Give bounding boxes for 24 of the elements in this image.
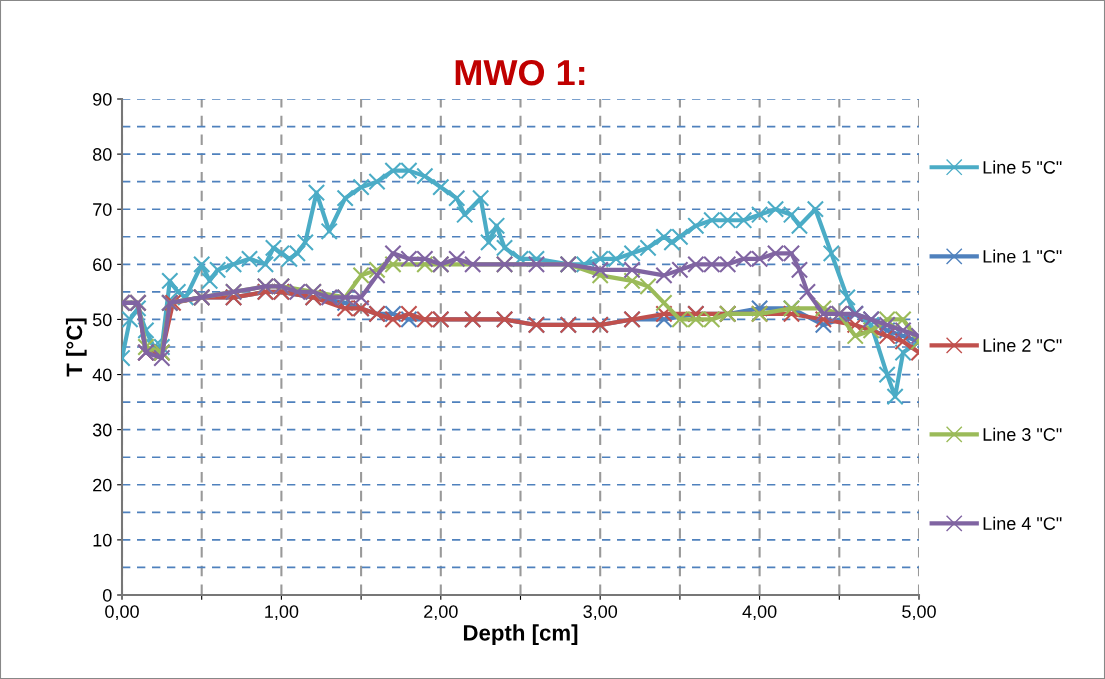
x-tick-label: 0,00 (105, 605, 139, 621)
legend-label: Line 1 "C" (983, 249, 1062, 263)
x-tick-label: 4,00 (742, 605, 777, 621)
legend-label: Line 4 "C" (983, 516, 1062, 530)
x-tick-label: 2,00 (424, 605, 458, 621)
legend-label: Line 5 "C" (983, 160, 1062, 174)
legend-label: Line 3 "C" (983, 427, 1062, 441)
y-tick-label: 40 (92, 368, 112, 382)
y-tick-label: 0 (102, 588, 112, 602)
y-tick-label: 70 (93, 203, 112, 216)
y-tick-label: 30 (92, 423, 112, 437)
legend-label: Line 2 "C" (983, 338, 1062, 352)
y-tick-label: 50 (92, 313, 112, 327)
y-tick-label: 20 (93, 478, 112, 492)
y-tick-label: 80 (92, 148, 112, 161)
y-tick-label: 60 (93, 258, 112, 272)
y-tick-label: 90 (93, 92, 112, 106)
x-tick-label: 3,00 (583, 605, 618, 621)
x-tick-label: 5,00 (902, 605, 936, 621)
chart-title: MWO 1: (455, 59, 585, 86)
x-tick-label: 1,00 (265, 605, 299, 621)
x-axis-title: Depth [cm] (463, 624, 578, 646)
y-axis-title: T [°C] (65, 318, 87, 377)
y-tick-label: 10 (93, 533, 112, 547)
